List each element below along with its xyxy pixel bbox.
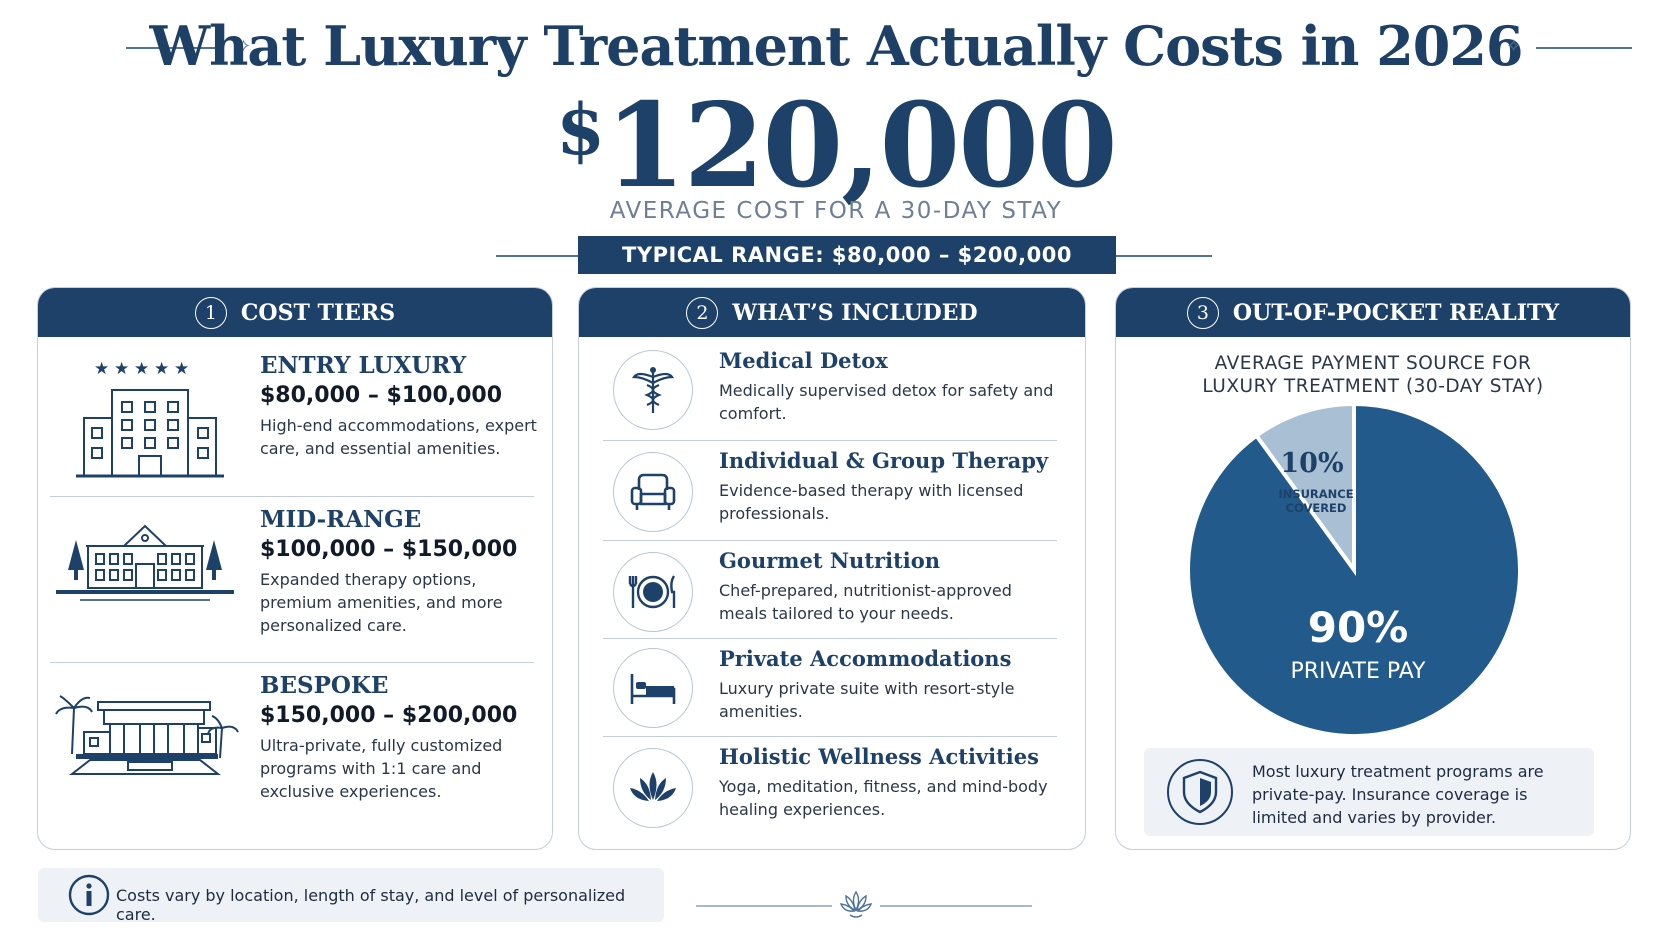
included-description: Luxury private suite with resort-style a…: [719, 679, 1015, 721]
plate-utensils-icon: [613, 552, 693, 632]
tier-price: $80,000 – $100,000: [260, 383, 503, 408]
section-number: 1: [194, 296, 227, 329]
shield-icon: [1166, 758, 1234, 830]
footer-left-rule: [696, 905, 832, 907]
title-right-sparkle-icon: ✧: [1506, 36, 1522, 57]
footer-right-rule: [880, 905, 1032, 907]
cost-tiers-panel: 1 COST TIERS ★ ★ ★ ★ ★: [37, 287, 553, 850]
included-item-nutrition: Gourmet Nutrition Chef-prepared, nutriti…: [603, 548, 1059, 640]
tier-description: Ultra-private, fully customized programs…: [260, 736, 503, 801]
svg-text:★: ★: [134, 359, 149, 379]
insurance-label-line-2: COVERED: [1286, 501, 1347, 515]
included-description: Medically supervised detox for safety an…: [719, 381, 1054, 423]
cost-tiers-header: 1 COST TIERS: [38, 288, 552, 337]
svg-text:★: ★: [114, 359, 129, 379]
included-divider: [603, 638, 1057, 639]
svg-text:★: ★: [94, 359, 109, 379]
whats-included-panel: 2 WHAT’S INCLUDED Medical Detox Medicall…: [578, 287, 1086, 850]
included-divider: [603, 440, 1057, 441]
included-title: Individual & Group Therapy: [719, 448, 1049, 473]
currency-symbol: $: [556, 88, 606, 171]
whats-included-heading: WHAT’S INCLUDED: [732, 299, 978, 326]
title-right-rule: [1536, 47, 1632, 49]
insurance-note-text: Most luxury treatment programs are priva…: [1252, 762, 1544, 827]
included-title: Private Accommodations: [719, 646, 1012, 671]
typical-range-banner: TYPICAL RANGE: $80,000 – $200,000: [578, 236, 1116, 274]
tier-divider: [50, 496, 534, 497]
insurance-note-box: Most luxury treatment programs are priva…: [1144, 748, 1594, 836]
info-icon: [68, 874, 110, 920]
average-cost-amount: $120,000: [0, 78, 1672, 214]
title-left-rule: [126, 47, 222, 49]
whats-included-header: 2 WHAT’S INCLUDED: [579, 288, 1085, 337]
section-number: 2: [686, 296, 719, 329]
caduceus-icon: [613, 350, 693, 430]
svg-text:★: ★: [154, 359, 169, 379]
included-divider: [603, 736, 1057, 737]
included-item-therapy: Individual & Group Therapy Evidence-base…: [603, 448, 1059, 540]
tier-divider: [50, 662, 534, 663]
estate-mansion-icon: [50, 514, 240, 610]
amount-number: 120,000: [605, 78, 1118, 214]
included-item-wellness: Holistic Wellness Activities Yoga, medit…: [603, 744, 1059, 836]
pie-slice-insurance: [1253, 401, 1356, 577]
footer-note-box: Costs vary by location, length of stay, …: [38, 868, 664, 924]
bed-icon: [613, 648, 693, 728]
out-of-pocket-panel: 3 OUT-OF-POCKET REALITY AVERAGE PAYMENT …: [1115, 287, 1631, 850]
included-description: Yoga, meditation, fitness, and mind-body…: [719, 777, 1048, 819]
section-number: 3: [1186, 296, 1219, 329]
average-cost-label: AVERAGE COST FOR A 30-DAY STAY: [609, 198, 1063, 224]
cost-tiers-heading: COST TIERS: [240, 299, 396, 326]
included-divider: [603, 540, 1057, 541]
range-right-rule: [1116, 255, 1212, 257]
lotus-icon: [613, 748, 693, 828]
footer-note-text: Costs vary by location, length of stay, …: [116, 886, 626, 924]
range-left-rule: [496, 255, 578, 257]
insurance-label-line-1: INSURANCE: [1278, 487, 1353, 501]
resort-villa-icon: [50, 688, 240, 784]
tier-mid-range: MID-RANGE $100,000 – $150,000 Expanded t…: [38, 506, 552, 656]
private-pay-label: PRIVATE PAY: [1291, 659, 1427, 684]
tier-price: $150,000 – $200,000: [260, 703, 518, 728]
tier-name: ENTRY LUXURY: [260, 352, 467, 379]
title-left-sparkle-icon: ✧: [236, 36, 252, 57]
included-description: Chef-prepared, nutritionist-approved mea…: [719, 581, 1012, 623]
armchair-icon: [613, 452, 693, 532]
pie-slice-private-pay: [1186, 401, 1522, 738]
private-pay-percent-label: 90%: [1308, 603, 1409, 652]
chart-title: AVERAGE PAYMENT SOURCE FOR LUXURY TREATM…: [1116, 352, 1630, 398]
tier-description: Expanded therapy options, premium amenit…: [260, 570, 503, 635]
insurance-percent-label: 10%: [1280, 448, 1343, 479]
hotel-building-icon: ★ ★ ★ ★ ★: [50, 354, 240, 486]
tier-entry-luxury: ★ ★ ★ ★ ★ ENTRY LUXURY $80,000 – $100,: [38, 348, 552, 486]
out-of-pocket-heading: OUT-OF-POCKET REALITY: [1232, 299, 1560, 326]
chart-title-text: AVERAGE PAYMENT SOURCE FOR LUXURY TREATM…: [1202, 353, 1544, 397]
tier-bespoke: BESPOKE $150,000 – $200,000 Ultra-privat…: [38, 672, 552, 832]
tier-name: BESPOKE: [260, 672, 389, 699]
included-item-medical-detox: Medical Detox Medically supervised detox…: [603, 348, 1059, 440]
included-title: Medical Detox: [719, 348, 888, 373]
svg-text:★: ★: [174, 359, 189, 379]
tier-name: MID-RANGE: [260, 506, 422, 533]
page-title: What Luxury Treatment Actually Costs in …: [149, 14, 1523, 78]
tier-price: $100,000 – $150,000: [260, 537, 518, 562]
out-of-pocket-header: 3 OUT-OF-POCKET REALITY: [1116, 288, 1630, 337]
included-title: Gourmet Nutrition: [719, 548, 941, 573]
lotus-ornament-icon: [839, 890, 873, 924]
included-item-accommodations: Private Accommodations Luxury private su…: [603, 646, 1059, 738]
included-description: Evidence-based therapy with licensed pro…: [719, 481, 1024, 523]
tier-description: High-end accommodations, expert care, an…: [260, 416, 537, 458]
included-title: Holistic Wellness Activities: [719, 744, 1039, 769]
